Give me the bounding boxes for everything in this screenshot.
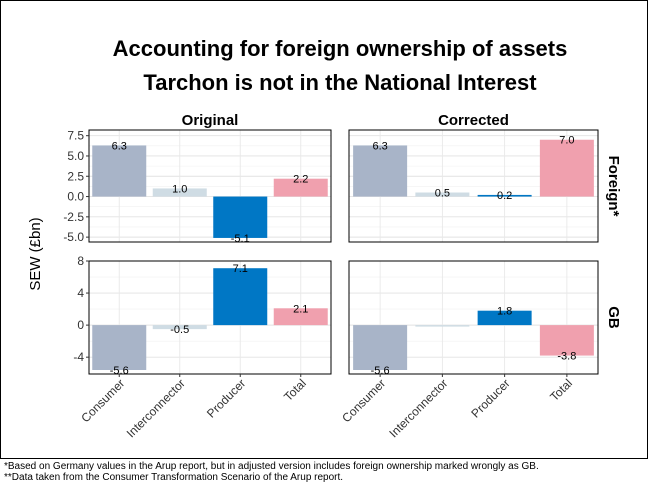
bar-consumer-original-gb — [92, 325, 147, 370]
data-label-interconnector-corrected-foreign: 0.5 — [435, 187, 450, 199]
data-label-interconnector-original-gb: -0.5 — [170, 324, 189, 336]
bar-total-corrected-gb — [539, 325, 594, 356]
chart-frame — [0, 0, 648, 459]
data-label-consumer-original-foreign: 6.3 — [112, 140, 127, 152]
panel-border-original-foreign — [88, 129, 332, 243]
data-label-total-corrected-gb: -3.8 — [557, 351, 576, 363]
facet-label-corrected: Corrected — [438, 112, 509, 129]
data-label-interconnector-original-foreign: 1.0 — [172, 183, 187, 195]
bar-producer-original-gb — [213, 268, 268, 326]
y-tick-label-gb: 4 — [77, 286, 84, 300]
data-label-total-corrected-foreign: 7.0 — [559, 135, 574, 147]
panel-border-corrected-foreign — [348, 129, 599, 243]
y-tick-label-foreign: 0.0 — [67, 190, 84, 204]
y-tick-label-foreign: 7.5 — [67, 129, 84, 143]
bar-interconnector-corrected-foreign — [415, 192, 470, 197]
y-tick-label-foreign: -2.5 — [63, 210, 84, 224]
footnote-1: *Based on Germany values in the Arup rep… — [4, 461, 539, 472]
bar-producer-corrected-foreign — [477, 194, 532, 197]
x-tick-label-interconnector-original: Interconnector — [124, 376, 188, 440]
x-tick-label-producer-corrected: Producer — [468, 376, 512, 420]
facet-label-original: Original — [182, 112, 239, 129]
faceted-bar-chart: Original Corrected Foreign* GB SEW (£bn) -5.0… — [27, 112, 622, 440]
y-tick-label-foreign: -5.0 — [63, 230, 84, 244]
chart-title-line-1: Accounting for foreign ownership of asse… — [112, 36, 568, 61]
bar-interconnector-corrected-gb — [415, 325, 470, 327]
bar-producer-corrected-gb — [477, 310, 532, 326]
x-tick-label-consumer-original: Consumer — [78, 376, 127, 425]
data-label-consumer-corrected-foreign: 6.3 — [372, 140, 387, 152]
bar-total-original-gb — [273, 308, 328, 326]
chart-title-line-2: Tarchon is not in the National Interest — [143, 70, 537, 95]
data-label-producer-original-gb: 7.1 — [233, 263, 248, 275]
x-tick-label-consumer-corrected: Consumer — [339, 376, 388, 425]
data-label-total-original-gb: 2.1 — [293, 303, 308, 315]
panel-border-corrected-gb — [348, 260, 599, 375]
bar-producer-original-foreign — [213, 196, 268, 238]
data-label-total-original-foreign: 2.2 — [293, 174, 308, 186]
bar-interconnector-original-foreign — [152, 188, 207, 197]
x-tick-label-producer-original: Producer — [204, 376, 248, 420]
y-tick-label-foreign: 5.0 — [67, 149, 84, 163]
bar-total-corrected-foreign — [539, 139, 594, 197]
facet-label-foreign: Foreign* — [605, 156, 622, 217]
data-label-producer-original-foreign: -5.1 — [231, 233, 250, 245]
y-tick-label-gb: 8 — [77, 254, 84, 268]
footnote-2: **Data taken from the Consumer Transform… — [4, 472, 344, 483]
bar-total-original-foreign — [273, 178, 328, 197]
x-tick-label-total-corrected: Total — [547, 376, 575, 404]
data-label-producer-corrected-foreign: 0.2 — [497, 190, 512, 202]
y-tick-label-gb: 0 — [77, 318, 84, 332]
y-tick-label-foreign: 2.5 — [67, 169, 84, 183]
panel-border-original-gb — [88, 260, 332, 375]
x-tick-label-total-original: Total — [281, 376, 309, 404]
y-tick-label-gb: -4 — [73, 350, 84, 364]
facet-label-gb: GB — [605, 306, 622, 329]
data-label-producer-corrected-gb: 1.8 — [497, 306, 512, 318]
bar-consumer-corrected-foreign — [353, 145, 408, 197]
bar-consumer-original-foreign — [92, 145, 147, 197]
x-tick-label-interconnector-corrected: Interconnector — [386, 376, 450, 440]
bar-interconnector-original-gb — [152, 325, 207, 330]
y-axis-title: SEW (£bn) — [27, 217, 44, 290]
bar-consumer-corrected-gb — [353, 325, 408, 370]
